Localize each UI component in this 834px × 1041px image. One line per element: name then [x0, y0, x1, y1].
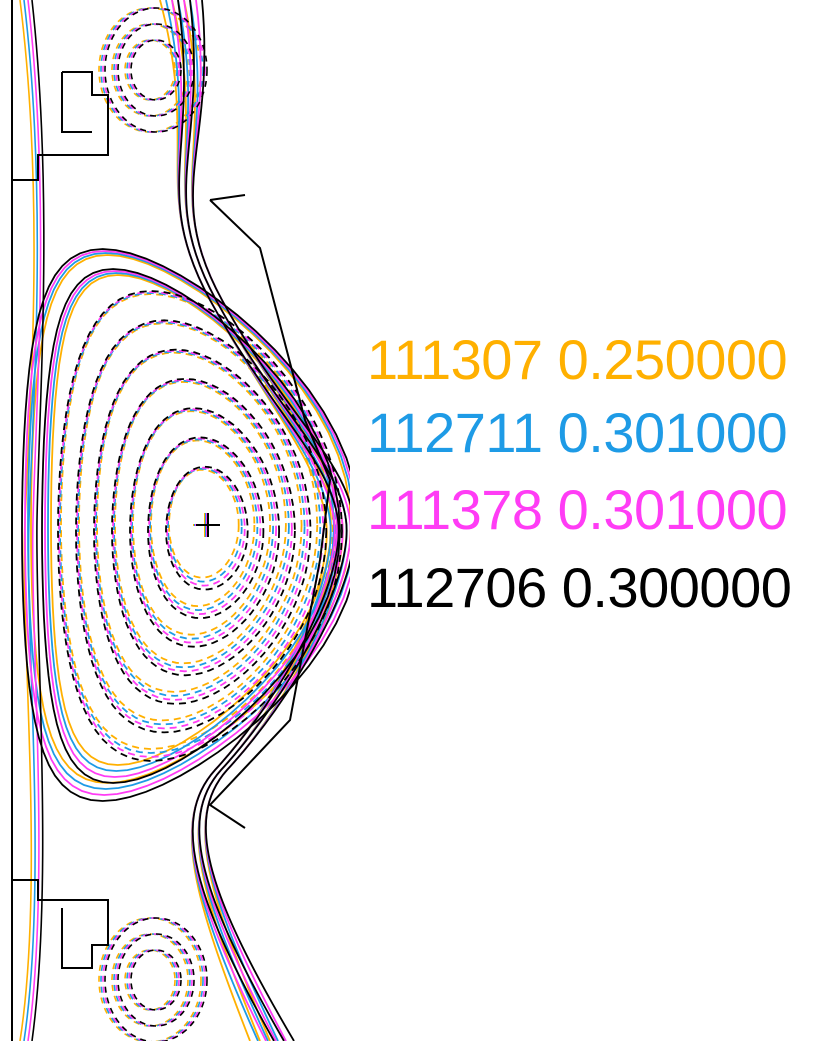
legend-entry-112711: 112711 0.301000: [367, 401, 788, 464]
divertor-contour: [126, 949, 178, 1011]
open-field-line: [165, 0, 332, 1041]
flux-series-112706: [21, 0, 350, 1041]
flux-surface: [114, 380, 287, 665]
flux-surface: [129, 407, 281, 648]
separatrix-surface: [41, 268, 341, 784]
divertor-contour: [128, 39, 180, 101]
divertor-contour: [104, 7, 208, 133]
separatrix-surface: [24, 250, 350, 796]
flux-surface: [113, 379, 290, 669]
flux-surface: [93, 348, 312, 705]
separatrix-surface: [47, 272, 335, 772]
flux-surface: [96, 351, 303, 693]
equilibrium-flux-plot: [11, 0, 350, 1041]
legend-shot: 112711: [367, 401, 543, 464]
flux-surface: [77, 321, 322, 726]
open-field-line: [185, 0, 348, 1041]
flux-surface: [167, 467, 243, 583]
legend-time: 0.250000: [557, 328, 788, 391]
legend-entry-112706: 112706 0.300000: [367, 556, 792, 619]
flux-surface: [111, 377, 296, 677]
divertor-contour: [126, 39, 178, 101]
divertor-contour: [117, 933, 195, 1027]
flux-surface: [57, 290, 343, 762]
inboard-field-line: [31, 0, 45, 1041]
flux-surface: [132, 410, 272, 636]
flux-surface: [94, 349, 309, 701]
flux-surface: [60, 293, 334, 750]
inboard-field-line: [23, 0, 39, 1041]
flux-surface: [112, 378, 293, 673]
flux-surface: [168, 468, 240, 579]
divertor-contour: [130, 39, 182, 101]
flux-surface: [130, 408, 278, 644]
divertor-contour: [130, 949, 182, 1011]
vessel-outline: [11, 0, 332, 1041]
open-field-line: [177, 0, 340, 1041]
legend-entry-111307: 111307 0.250000: [367, 328, 788, 391]
legend-time: 0.301000: [557, 478, 788, 541]
legend-time: 0.301000: [557, 401, 788, 464]
inboard-field-line: [27, 0, 42, 1041]
flux-series-111307: [19, 0, 350, 1041]
flux-surface: [165, 465, 249, 591]
flux-surface: [95, 350, 306, 697]
legend-shot: 111378: [367, 478, 543, 541]
separatrix-surface: [50, 274, 332, 766]
flux-surface: [149, 438, 259, 612]
separatrix-surface: [44, 270, 338, 778]
legend-shot: 112706: [367, 556, 547, 619]
flux-surface: [131, 409, 275, 640]
flux-surface: [78, 322, 319, 722]
divertor-contour: [104, 917, 208, 1041]
flux-surface: [166, 466, 246, 587]
legend-time: 0.300000: [561, 556, 792, 619]
flux-surface: [147, 436, 265, 620]
separatrix-surface: [27, 252, 350, 790]
flux-surface: [59, 292, 337, 754]
flux-surface: [75, 319, 328, 734]
divertor-contour: [124, 39, 176, 101]
open-field-line: [192, 0, 350, 1041]
separatrix-surface: [21, 248, 350, 802]
magnetic-axis-marker-112706: [196, 513, 220, 537]
vessel-wall: [11, 0, 332, 1041]
flux-surface: [150, 439, 256, 608]
divertor-contour: [117, 23, 195, 117]
legend-entry-111378: 111378 0.301000: [367, 478, 788, 541]
divertor-contour: [124, 949, 176, 1011]
divertor-contour: [128, 949, 180, 1011]
legend-shot: 111307: [367, 328, 543, 391]
